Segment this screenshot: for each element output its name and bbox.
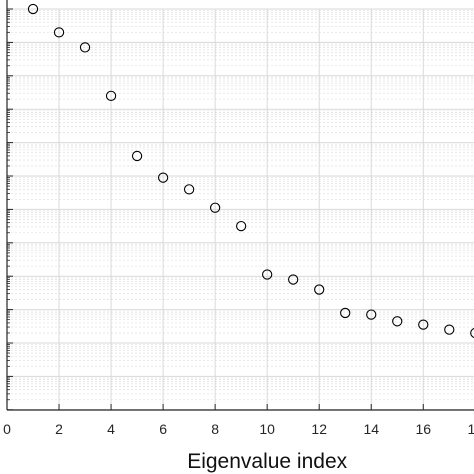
data-point: [444, 324, 455, 335]
x-tick-label: 0: [3, 421, 11, 437]
data-point: [183, 184, 195, 195]
data-point: [288, 274, 299, 285]
x-tick-label: 10: [259, 421, 275, 437]
data-point: [236, 220, 247, 232]
x-tick-label: 14: [363, 421, 379, 437]
data-point: [53, 27, 65, 38]
data-point: [418, 319, 429, 330]
data-point: [157, 172, 169, 183]
data-point: [314, 284, 325, 295]
data-points: [27, 3, 474, 338]
x-tick-label: 4: [107, 421, 115, 437]
data-point: [366, 309, 377, 320]
data-point: [27, 3, 39, 15]
x-tick-label: 8: [211, 421, 219, 437]
data-point: [262, 269, 273, 280]
data-point: [470, 327, 474, 338]
data-point: [79, 42, 91, 53]
x-axis-title: Eigenvalue index: [187, 450, 347, 473]
data-point: [392, 316, 403, 327]
data-point: [105, 90, 117, 101]
x-tick-label: 2: [55, 421, 63, 437]
data-point: [131, 150, 143, 162]
axes: [6, 0, 474, 411]
data-point: [209, 202, 221, 213]
x-tick-label: 18: [468, 421, 474, 437]
grid-lines: [7, 8, 474, 411]
x-tick-label: 6: [159, 421, 167, 437]
x-tick-label: 16: [415, 421, 431, 437]
x-tick-labels: 0 2 4 6 8 10 12 14 16 18: [3, 421, 474, 437]
data-point: [340, 307, 351, 319]
x-tick-label: 12: [311, 421, 327, 437]
